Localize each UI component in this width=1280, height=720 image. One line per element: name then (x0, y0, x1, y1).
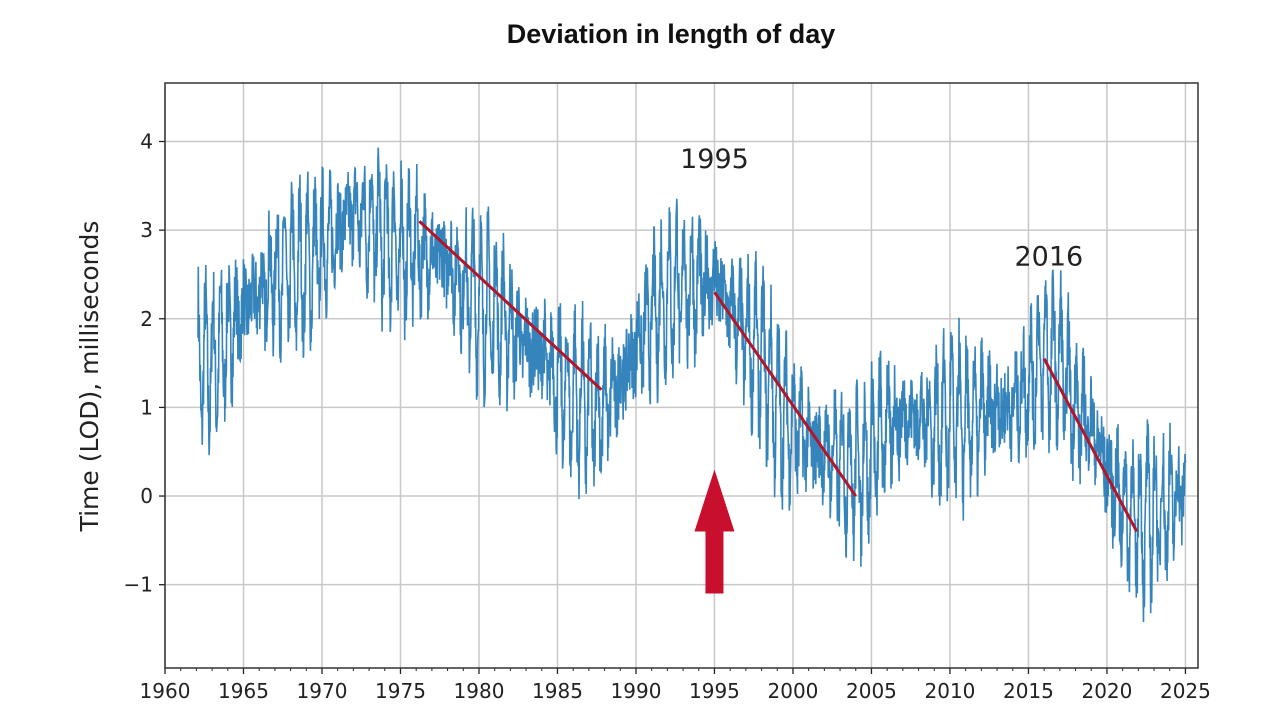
x-tick-label: 2020 (1081, 679, 1132, 703)
trend-line (418, 220, 603, 391)
y-tick-label: 2 (140, 307, 153, 331)
x-tick-label: 1980 (454, 679, 505, 703)
annotations: 1995 2016 (680, 144, 1083, 594)
x-tick-label: 1970 (297, 679, 348, 703)
trend-line (1042, 357, 1139, 533)
x-tick-label: 1965 (218, 679, 269, 703)
trend-line (713, 291, 857, 497)
y-axis-label: Time (LOD), milliseconds (75, 221, 104, 533)
data-series (197, 147, 1187, 623)
x-tick-label: 2010 (925, 679, 976, 703)
y-tick-label: 3 (140, 218, 153, 242)
annotation-label: 1995 (680, 144, 749, 175)
x-tick-label: 2025 (1160, 679, 1211, 703)
x-tick-label: 1990 (611, 679, 662, 703)
y-tick-label: 0 (140, 484, 153, 508)
trend-lines (418, 220, 1139, 533)
annotation-label: 2016 (1014, 242, 1083, 273)
up-arrow-icon (694, 469, 735, 594)
lod-series-line (197, 147, 1187, 623)
chart-title: Deviation in length of day (507, 19, 836, 49)
x-tick-label: 1960 (140, 679, 191, 703)
axes: 1960 1965 1970 1975 1980 1985 1990 1995 2000 2005… (124, 82, 1211, 703)
x-tick-label: 2000 (768, 679, 819, 703)
x-tick-label: 2005 (846, 679, 897, 703)
x-tick-label: 1975 (375, 679, 426, 703)
y-tick-label: −1 (124, 573, 153, 597)
y-tick-label: 1 (140, 395, 153, 419)
plot-frame (164, 82, 1199, 669)
y-tick-label: 4 (140, 130, 153, 154)
x-tick-label: 1995 (689, 679, 740, 703)
x-tick-label: 2015 (1003, 679, 1054, 703)
x-tick-label: 1985 (532, 679, 583, 703)
